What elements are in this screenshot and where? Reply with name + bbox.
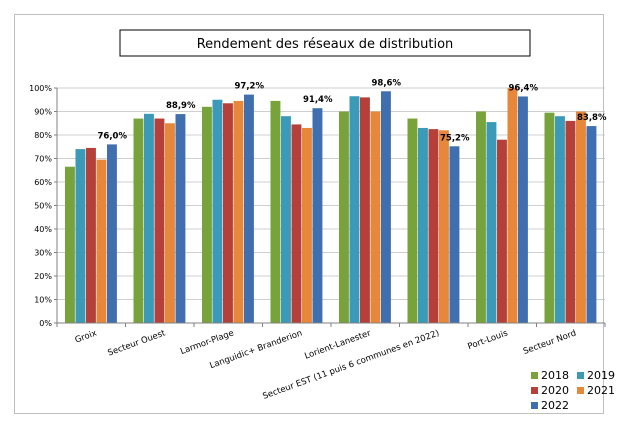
bar-2020 [565,120,576,324]
x-tick-label: Secteur Nord [522,328,578,356]
bar-2022 [175,114,186,324]
bar-2021 [96,159,107,323]
data-label: 83,8% [577,113,607,123]
bar-2022 [107,144,117,323]
y-tick-label: 100% [29,84,52,93]
y-tick-label: 80% [34,131,52,140]
bar-2018 [544,112,555,323]
bar-2022 [586,126,597,323]
bar-2019 [75,149,86,323]
bar-2021 [233,100,244,323]
bar-2019 [212,99,223,323]
legend-swatch [577,372,584,379]
data-label: 75,2% [440,133,470,143]
data-label: 91,4% [303,95,333,105]
bar-2019 [144,113,154,323]
bar-2018 [270,100,281,323]
legend-swatch [531,402,538,409]
bar-2020 [360,97,370,324]
bar-2018 [133,118,144,323]
legend: 2018 2019 2020 2021 2022 [531,369,615,412]
legend-label: 2021 [587,384,615,397]
bar-2021 [302,127,312,323]
bar-2022 [312,108,323,324]
legend-label: 2018 [541,369,569,382]
data-label: 97,2% [235,82,265,92]
bar-2019 [418,127,428,323]
y-tick-label: 50% [34,202,52,211]
y-tick-label: 40% [34,225,52,234]
bar-2018 [407,118,418,323]
y-tick-label: 10% [34,296,52,305]
data-label: 98,6% [372,78,402,88]
y-tick-label: 60% [34,178,52,187]
x-tick-label: Secteur Ouest [106,328,167,358]
bar-2022 [244,94,254,323]
bar-2020 [86,147,96,323]
bar-2020 [497,139,507,323]
x-tick-label: Port-Louis [466,328,509,352]
bar-2020 [154,118,165,323]
chart-title-box [119,29,531,57]
y-tick-label: 20% [34,272,52,281]
legend-label: 2022 [541,399,569,412]
bar-2021 [439,130,449,323]
bar-2021 [165,123,175,323]
bar-2022 [518,96,528,324]
data-label: 76,0% [98,131,128,141]
legend-swatch [531,372,538,379]
bar-2019 [555,116,565,323]
bar-2019 [349,96,360,323]
bar-2019 [486,122,497,323]
bar-2018 [202,106,212,323]
data-label: 88,9% [166,101,196,111]
y-tick-label: 0% [39,319,52,328]
bar-2018 [339,111,349,323]
bar-2020 [291,124,302,323]
legend-label: 2019 [587,369,615,382]
data-label: 96,4% [509,83,539,93]
x-tick-label: Larmor-Plage [179,328,235,357]
bar-2021 [576,111,586,323]
bar-2020 [223,103,233,324]
chart-title: Rendement des réseaux de distribution [197,37,454,52]
bar-2019 [281,116,291,323]
y-tick-label: 30% [34,249,52,258]
bar-2021 [507,88,518,323]
bar-2018 [476,111,486,323]
bar-2020 [428,129,439,323]
legend-swatch [531,387,538,394]
y-tick-label: 70% [34,155,52,164]
bar-2018 [65,166,75,323]
bar-2022 [449,146,460,323]
x-tick-label: Groix [74,328,99,345]
bar-2021 [370,111,381,323]
y-tick-label: 90% [34,108,52,117]
legend-label: 2020 [541,384,569,397]
bar-2022 [381,91,391,323]
legend-swatch [577,387,584,394]
bars [65,88,597,324]
data-labels: 76,0% 88,9% 97,2% 91,4% 98,6% 75,2% 96,4% 83,8% [98,78,607,143]
